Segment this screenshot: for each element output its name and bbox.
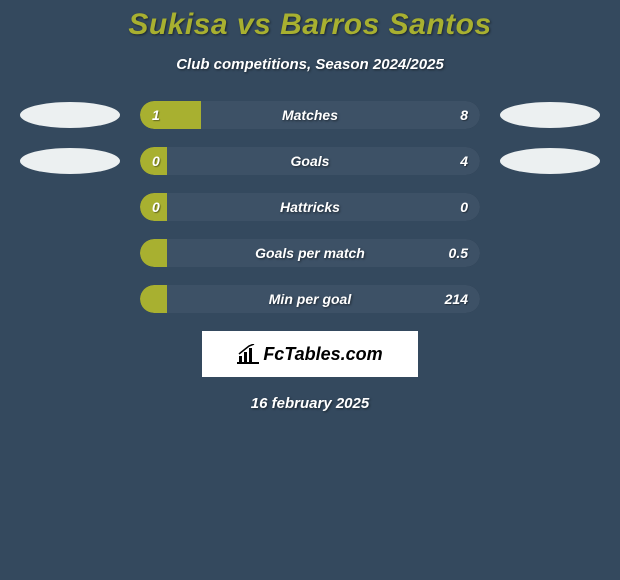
stat-value-left: 1: [152, 107, 160, 123]
stat-row: 1 8 Matches: [0, 101, 620, 129]
player-avatar-right: [500, 148, 600, 174]
stat-value-left: 0: [152, 199, 160, 215]
bar-segment-right: [201, 101, 480, 129]
stat-bar: 0.5 Goals per match: [140, 239, 480, 267]
stat-row: 0 0 Hattricks: [0, 193, 620, 221]
stat-value-right: 4: [460, 153, 468, 169]
stat-row: 0.5 Goals per match: [0, 239, 620, 267]
bar-segment-left: [140, 285, 167, 313]
bar-segment-left: [140, 101, 201, 129]
bar-segment-left: [140, 239, 167, 267]
stat-label: Goals: [291, 153, 330, 169]
chart-icon: [237, 344, 259, 364]
stat-value-right: 0: [460, 199, 468, 215]
stat-value-right: 8: [460, 107, 468, 123]
stat-bar: 0 4 Goals: [140, 147, 480, 175]
avatar-spacer: [500, 240, 600, 266]
avatar-spacer: [500, 194, 600, 220]
page-title: Sukisa vs Barros Santos: [0, 8, 620, 42]
player-avatar-left: [20, 102, 120, 128]
logo-text: FcTables.com: [263, 344, 382, 365]
avatar-spacer: [20, 194, 120, 220]
stat-bar: 214 Min per goal: [140, 285, 480, 313]
avatar-spacer: [500, 286, 600, 312]
player-avatar-left: [20, 148, 120, 174]
stat-row: 0 4 Goals: [0, 147, 620, 175]
stat-label: Min per goal: [269, 291, 351, 307]
stat-bar: 1 8 Matches: [140, 101, 480, 129]
stat-row: 214 Min per goal: [0, 285, 620, 313]
logo-box: FcTables.com: [202, 331, 418, 377]
stat-label: Hattricks: [280, 199, 340, 215]
stat-label: Goals per match: [255, 245, 365, 261]
logo: FcTables.com: [237, 344, 382, 365]
stat-value-right: 0.5: [449, 245, 468, 261]
player-avatar-right: [500, 102, 600, 128]
stat-rows: 1 8 Matches 0 4 Goals 0 0 Hattricks 0.5 Goals per …: [0, 101, 620, 313]
avatar-spacer: [20, 286, 120, 312]
stat-label: Matches: [282, 107, 338, 123]
stat-value-right: 214: [445, 291, 468, 307]
stat-bar: 0 0 Hattricks: [140, 193, 480, 221]
comparison-infographic: Sukisa vs Barros Santos Club competition…: [0, 0, 620, 412]
stat-value-left: 0: [152, 153, 160, 169]
date-label: 16 february 2025: [0, 395, 620, 412]
avatar-spacer: [20, 240, 120, 266]
subtitle: Club competitions, Season 2024/2025: [0, 56, 620, 73]
